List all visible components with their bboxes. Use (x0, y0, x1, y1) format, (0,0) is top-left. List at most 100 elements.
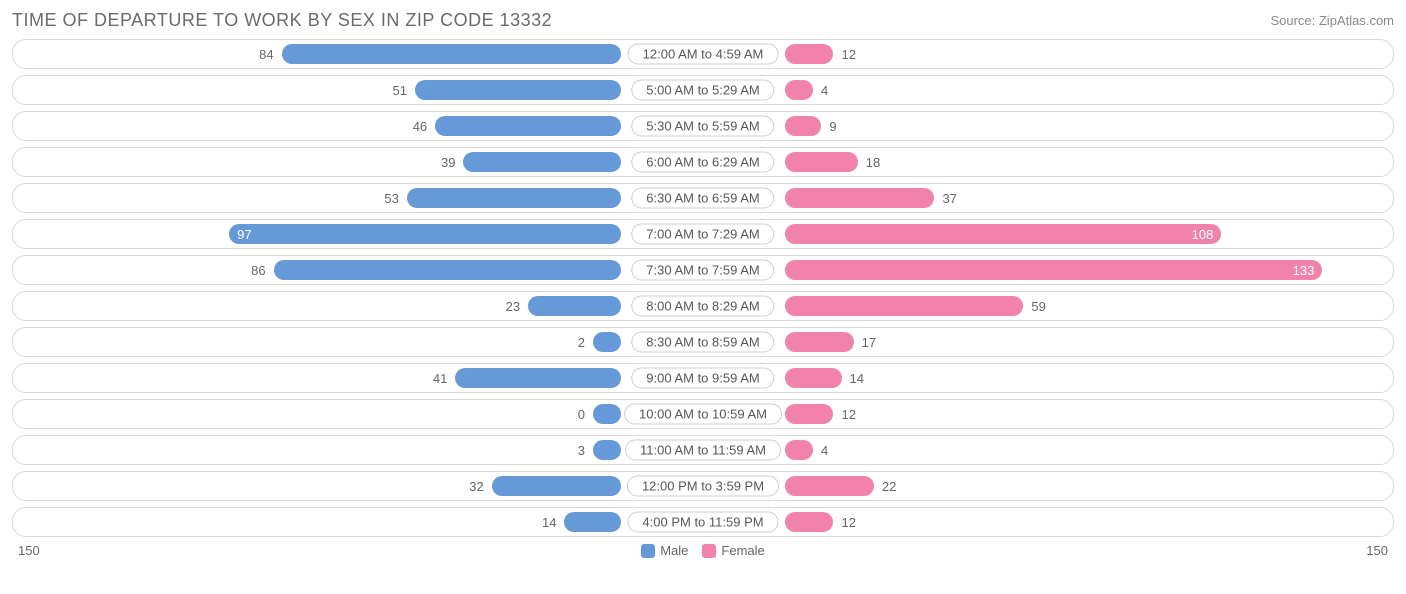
male-half: 14 (13, 508, 703, 536)
female-half: 133 (703, 256, 1393, 284)
legend: Male Female (641, 543, 765, 558)
legend-female-label: Female (721, 543, 764, 558)
male-bar (593, 440, 621, 460)
male-value: 53 (376, 191, 406, 206)
chart-row: 5:30 AM to 5:59 AM 46 9 (12, 111, 1394, 141)
female-half: 18 (703, 148, 1393, 176)
chart-row: 8:00 AM to 8:29 AM 23 59 (12, 291, 1394, 321)
male-bar (492, 476, 621, 496)
female-half: 37 (703, 184, 1393, 212)
row-category-label: 7:00 AM to 7:29 AM (631, 224, 774, 245)
female-bar female-value: 108 (785, 224, 1221, 244)
female-half: 12 (703, 400, 1393, 428)
male-bar (455, 368, 621, 388)
male-half: 86 (13, 256, 703, 284)
row-category-label: 5:30 AM to 5:59 AM (631, 116, 774, 137)
male-value: 51 (385, 83, 415, 98)
male-half: 23 (13, 292, 703, 320)
male-value: 86 (243, 263, 273, 278)
female-value: 12 (833, 407, 863, 422)
male-half: 46 (13, 112, 703, 140)
female-value: 4 (813, 83, 836, 98)
row-category-label: 12:00 AM to 4:59 AM (628, 44, 779, 65)
female-bar (785, 512, 833, 532)
male-value: 3 (570, 443, 593, 458)
female-value: 9 (821, 119, 844, 134)
female-bar (785, 368, 842, 388)
chart-row: 6:30 AM to 6:59 AM 53 37 (12, 183, 1394, 213)
male-value: 84 (251, 47, 281, 62)
axis-max-left: 150 (18, 543, 40, 558)
female-half: 12 (703, 40, 1393, 68)
legend-male-label: Male (660, 543, 688, 558)
row-category-label: 8:30 AM to 8:59 AM (631, 332, 774, 353)
row-category-label: 6:30 AM to 6:59 AM (631, 188, 774, 209)
male-bar (593, 404, 621, 424)
legend-female-swatch (702, 544, 716, 558)
female-value: 12 (833, 515, 863, 530)
female-value: 18 (858, 155, 888, 170)
male-value: 23 (498, 299, 528, 314)
legend-male-swatch (641, 544, 655, 558)
female-bar (785, 188, 934, 208)
male-value: 32 (461, 479, 491, 494)
row-category-label: 8:00 AM to 8:29 AM (631, 296, 774, 317)
male-bar (407, 188, 621, 208)
male-half: 39 (13, 148, 703, 176)
female-half: 4 (703, 436, 1393, 464)
male-half: 53 (13, 184, 703, 212)
female-value: 22 (874, 479, 904, 494)
row-category-label: 12:00 PM to 3:59 PM (627, 476, 779, 497)
row-category-label: 7:30 AM to 7:59 AM (631, 260, 774, 281)
male-value: 39 (433, 155, 463, 170)
female-value: 59 (1023, 299, 1053, 314)
male-half: 3 (13, 436, 703, 464)
legend-male: Male (641, 543, 688, 558)
female-half: 14 (703, 364, 1393, 392)
male-value: 14 (534, 515, 564, 530)
chart-row: 7:00 AM to 7:29 AM97 108 (12, 219, 1394, 249)
female-bar (785, 404, 833, 424)
male-bar (593, 332, 621, 352)
row-category-label: 5:00 AM to 5:29 AM (631, 80, 774, 101)
male-half: 97 (13, 220, 703, 248)
female-value: 12 (833, 47, 863, 62)
chart-row: 12:00 AM to 4:59 AM 84 12 (12, 39, 1394, 69)
male-half: 84 (13, 40, 703, 68)
male-value: 0 (570, 407, 593, 422)
male-half: 0 (13, 400, 703, 428)
male-value: 46 (405, 119, 435, 134)
female-half: 108 (703, 220, 1393, 248)
male-half: 51 (13, 76, 703, 104)
male-half: 41 (13, 364, 703, 392)
female-bar (785, 332, 854, 352)
chart-row: 7:30 AM to 7:59 AM 86 133 (12, 255, 1394, 285)
row-category-label: 11:00 AM to 11:59 AM (625, 440, 781, 461)
chart-title: TIME OF DEPARTURE TO WORK BY SEX IN ZIP … (12, 10, 552, 31)
chart-row: 5:00 AM to 5:29 AM 51 4 (12, 75, 1394, 105)
female-half: 22 (703, 472, 1393, 500)
chart-footer: 150 Male Female 150 (12, 543, 1394, 558)
row-category-label: 9:00 AM to 9:59 AM (631, 368, 774, 389)
chart-header: TIME OF DEPARTURE TO WORK BY SEX IN ZIP … (12, 10, 1394, 31)
chart-body: 12:00 AM to 4:59 AM 84 12 5:00 AM to 5:29 A… (12, 39, 1394, 537)
row-category-label: 10:00 AM to 10:59 AM (624, 404, 782, 425)
female-half: 17 (703, 328, 1393, 356)
chart-row: 8:30 AM to 8:59 AM 2 17 (12, 327, 1394, 357)
female-bar (785, 152, 858, 172)
male-value: 2 (570, 335, 593, 350)
female-value: 17 (854, 335, 884, 350)
female-value: 14 (842, 371, 872, 386)
male-half: 32 (13, 472, 703, 500)
row-category-label: 4:00 PM to 11:59 PM (627, 512, 778, 533)
chart-row: 4:00 PM to 11:59 PM 14 12 (12, 507, 1394, 537)
male-bar (528, 296, 621, 316)
female-bar (785, 80, 813, 100)
female-half: 12 (703, 508, 1393, 536)
female-bar (785, 440, 813, 460)
male-bar (435, 116, 621, 136)
chart-row: 12:00 PM to 3:59 PM 32 22 (12, 471, 1394, 501)
axis-max-right: 150 (1366, 543, 1388, 558)
chart-row: 11:00 AM to 11:59 AM 3 4 (12, 435, 1394, 465)
female-bar (785, 44, 833, 64)
